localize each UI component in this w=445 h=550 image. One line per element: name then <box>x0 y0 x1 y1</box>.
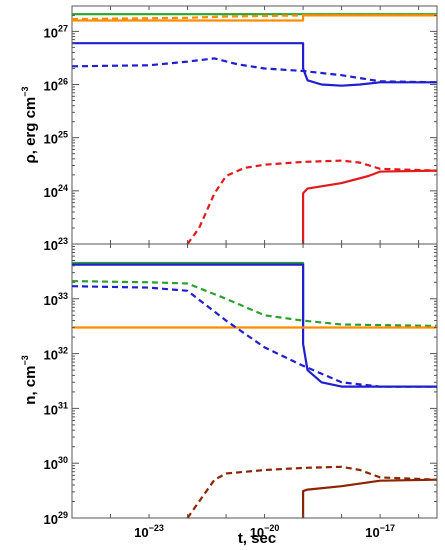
panel-bottom-frame <box>71 243 438 519</box>
x-axis-label: t, sec <box>238 530 276 547</box>
y-tick-label: 1026 <box>44 77 68 94</box>
x-tick-label: 10−17 <box>365 523 395 540</box>
series-line <box>71 14 437 21</box>
panel-bottom: 1033 1032 1031 1030 1029 10−23 10−20 10−17 n, c… <box>20 243 438 547</box>
y-tick-label: 1024 <box>44 183 68 200</box>
series-line <box>72 14 437 22</box>
y-tick-label: 1025 <box>44 130 68 147</box>
panel-bottom-ylabel: n, cm−3 <box>20 355 39 404</box>
series-line <box>72 263 437 388</box>
panel-top-tick-labels: 1027 1026 1025 1024 1023 <box>44 23 68 253</box>
y-tick-label: 1033 <box>44 291 68 308</box>
panel-top-ticks <box>71 6 437 245</box>
y-tick-label: 1023 <box>44 236 68 253</box>
series-line <box>186 465 438 519</box>
y-tick-label: 1030 <box>44 455 68 472</box>
panel-bottom-series <box>71 261 438 519</box>
series-line <box>71 57 438 84</box>
series-line <box>302 169 438 244</box>
series-line <box>302 478 438 518</box>
x-tick-label: 10−23 <box>134 523 164 540</box>
y-tick-label: 1027 <box>44 23 68 40</box>
series-line <box>72 42 437 87</box>
panel-top-ylabel: ρ, erg cm−3 <box>20 86 39 163</box>
panel-top-frame <box>71 5 438 245</box>
x-tick-label: 10−20 <box>250 523 280 540</box>
series-line <box>186 159 438 245</box>
panel-bottom-ticks <box>71 243 437 519</box>
y-tick-label: 1029 <box>44 510 68 527</box>
series-line <box>71 280 438 327</box>
series-line <box>72 261 305 327</box>
series-line <box>71 285 437 388</box>
panel-top: 1027 1026 1025 1024 1023 ρ, erg cm−3 <box>20 5 438 253</box>
y-tick-label: 1032 <box>44 346 68 363</box>
panel-bottom-tick-labels: 1033 1032 1031 1030 1029 10−23 10−20 10−17 <box>44 291 395 540</box>
panel-top-series <box>71 13 438 245</box>
y-tick-label: 1031 <box>44 400 68 417</box>
